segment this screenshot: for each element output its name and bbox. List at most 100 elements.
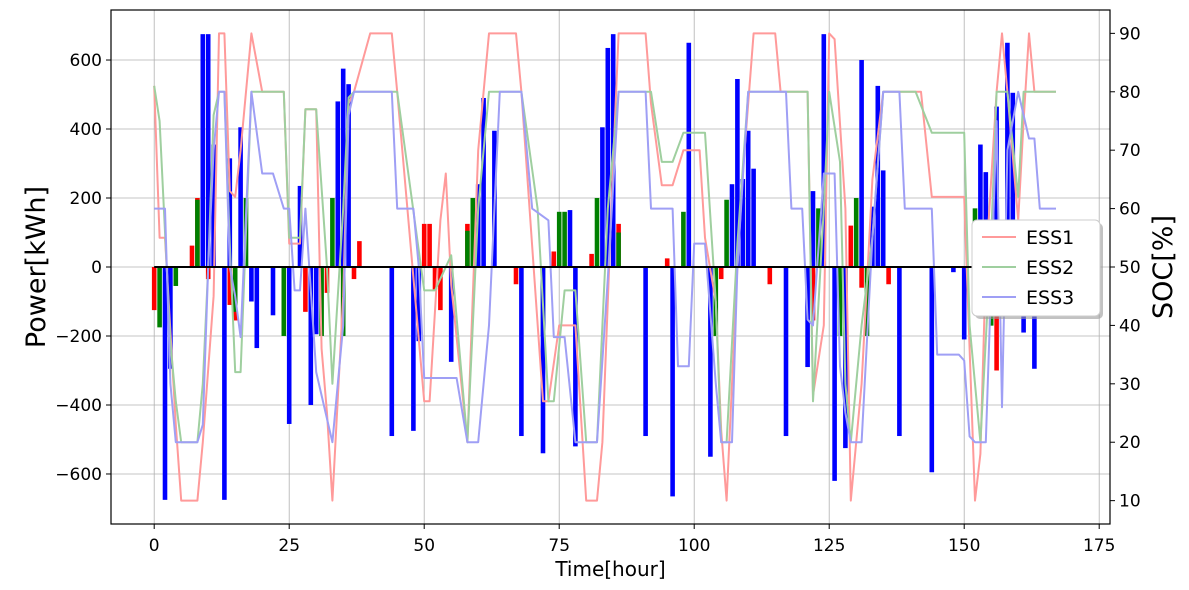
bar-ess2: [195, 199, 200, 267]
bar-ess3: [200, 34, 206, 268]
bar-ess1: [151, 267, 157, 311]
bar-ess3: [162, 267, 168, 500]
bar-ess3: [951, 267, 956, 273]
left-y-tick-label: −600: [55, 465, 102, 485]
bar-ess1: [767, 267, 773, 285]
right-y-tick-label: 70: [1119, 141, 1141, 161]
right-y-tick-label: 50: [1119, 258, 1141, 278]
bar-ess3: [929, 267, 935, 473]
bar-ess3: [308, 267, 314, 405]
left-y-tick-label: 0: [91, 258, 102, 278]
x-axis-title: Time[hour]: [554, 557, 665, 581]
bar-ess2: [470, 198, 476, 267]
bar-ess3: [416, 267, 422, 342]
bar-ess2: [594, 198, 600, 267]
bar-ess2: [681, 211, 686, 267]
bar-ess1: [859, 267, 864, 288]
x-tick-label: 175: [1083, 536, 1115, 556]
legend-label-ess2: ESS2: [1026, 257, 1074, 279]
bar-ess2: [281, 267, 287, 336]
bar-ess3: [821, 34, 827, 268]
right-y-tick-label: 10: [1119, 492, 1141, 512]
bar-ess3: [745, 130, 751, 267]
x-tick-label: 0: [149, 536, 160, 556]
bar-ess3: [729, 184, 735, 267]
right-y-tick-label: 20: [1119, 433, 1141, 453]
legend: ESS1 ESS2 ESS3: [971, 219, 1103, 319]
bar-ess1: [438, 267, 443, 311]
bar-ess3: [978, 144, 983, 267]
bar-ess1: [513, 267, 519, 285]
bar-ess2: [562, 211, 567, 267]
bar-ess1: [432, 267, 438, 290]
bar-ess3: [411, 267, 416, 431]
bar-ess3: [238, 127, 243, 267]
bar-ess3: [335, 101, 341, 267]
bar-ess1: [427, 223, 432, 267]
bar-ess3: [254, 267, 260, 349]
x-tick-label: 75: [548, 536, 570, 556]
x-tick-label: 100: [678, 536, 710, 556]
soc-line-ess3: [154, 90, 1056, 444]
bar-ess1: [718, 267, 724, 280]
bar-ess2: [173, 267, 179, 286]
bar-ess2: [330, 198, 335, 267]
bar-ess3: [783, 267, 789, 437]
bar-ess2: [556, 211, 562, 267]
bar-ess3: [222, 267, 227, 500]
bar-ess1: [664, 258, 670, 267]
bar-ess1: [303, 267, 308, 312]
bar-ess2: [616, 232, 621, 267]
bar-ess1: [551, 251, 557, 267]
bar-ess3: [880, 170, 886, 267]
bar-ess2: [864, 267, 870, 336]
soc-lines: [153, 32, 1056, 502]
bar-ess3: [346, 84, 351, 267]
bar-ess1: [810, 267, 816, 321]
bar-ess2: [232, 267, 238, 312]
bar-ess3: [600, 127, 605, 267]
x-tick-label: 50: [413, 536, 435, 556]
bar-ess1: [351, 267, 357, 280]
x-tick-label: 25: [278, 536, 300, 556]
bar-ess3: [708, 267, 713, 457]
bar-ess1: [886, 267, 891, 285]
bar-ess3: [670, 267, 675, 497]
left-y-tick-label: −400: [55, 396, 102, 416]
bar-ess3: [270, 267, 276, 316]
bar-ess1: [357, 241, 362, 267]
bar-ess3: [751, 168, 756, 267]
bar-ess3: [573, 267, 578, 447]
bar-ess2: [837, 267, 843, 336]
bar-ess3: [832, 267, 837, 481]
bar-ess3: [205, 34, 211, 268]
bar-ess3: [481, 97, 486, 267]
bar-ess3: [859, 60, 864, 267]
right-y-tick-label: 60: [1119, 200, 1141, 220]
bar-ess3: [897, 267, 902, 437]
bar-ess1: [589, 253, 594, 267]
bar-ess1: [848, 225, 854, 267]
left-y-tick-label: 400: [70, 120, 102, 140]
x-tick-label: 125: [813, 536, 845, 556]
bar-ess3: [249, 267, 254, 302]
bar-ess3: [448, 267, 454, 362]
bar-ess3: [735, 78, 740, 267]
bar-ess3: [540, 267, 546, 454]
bar-ess2: [853, 198, 859, 267]
right-y-tick-label: 90: [1119, 24, 1141, 44]
axis-ticks: 0 25 50 75 100 125 150 175 −600 −400 −200 0 200 400 60…: [55, 24, 1140, 556]
right-y-tick-label: 40: [1119, 316, 1141, 336]
bar-ess3: [810, 191, 816, 267]
bar-ess1: [189, 245, 195, 267]
bar-ess3: [340, 68, 346, 268]
x-tick-label: 150: [948, 536, 980, 556]
left-y-tick-label: 600: [70, 51, 102, 71]
bar-ess3: [286, 267, 292, 424]
bar-ess2: [465, 230, 470, 267]
bar-ess1: [421, 223, 427, 267]
bar-ess3: [567, 210, 573, 267]
right-y-tick-label: 30: [1119, 375, 1141, 395]
bar-ess3: [1010, 92, 1016, 267]
